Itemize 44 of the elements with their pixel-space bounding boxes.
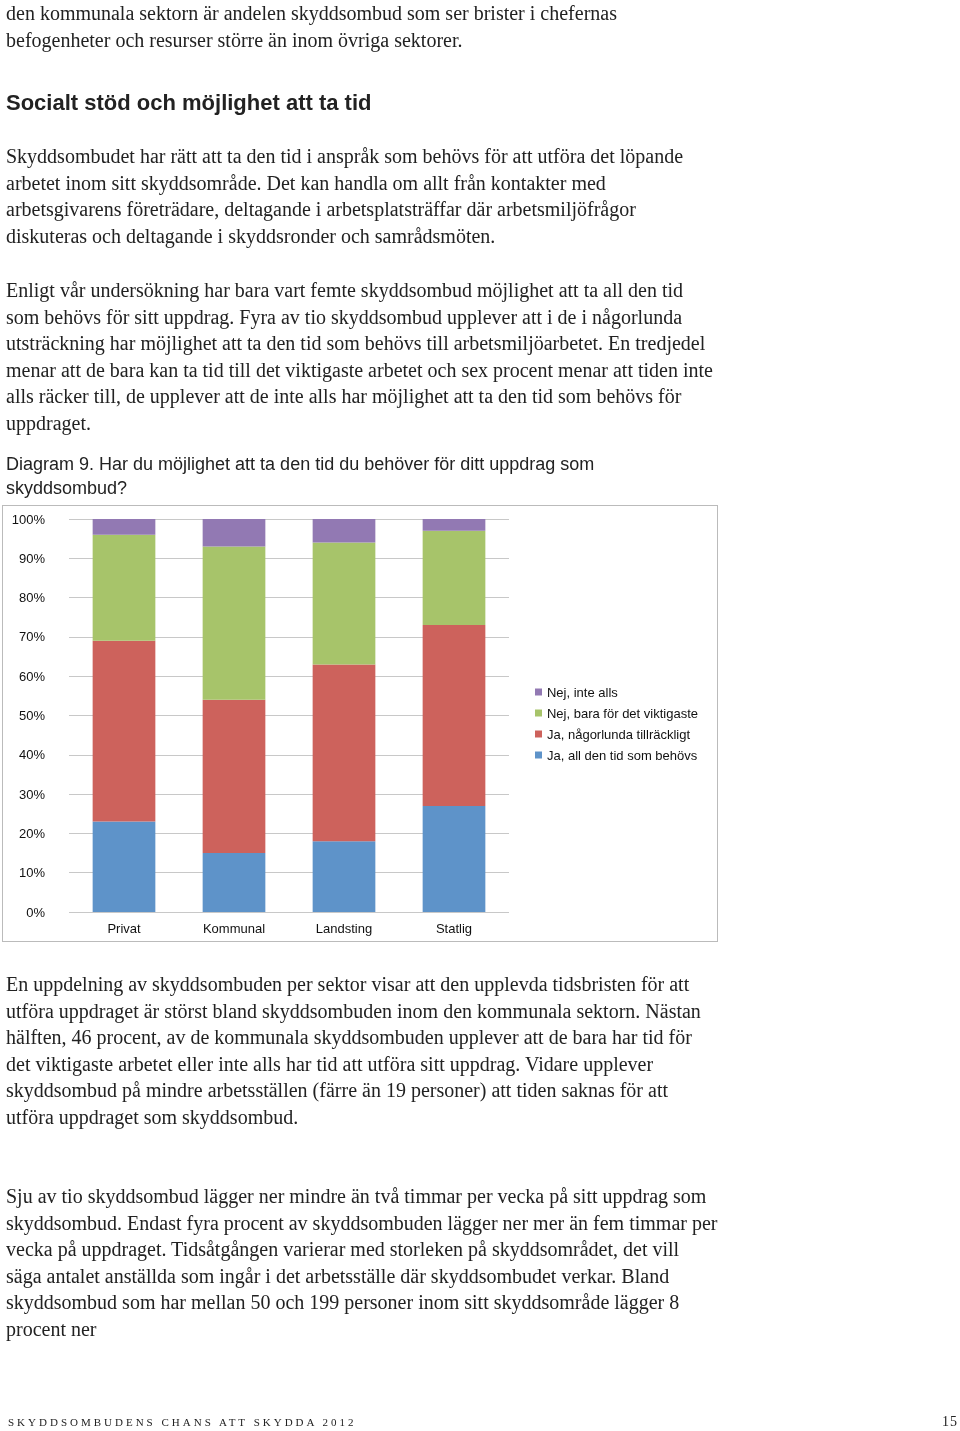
text: En uppdelning av skyddsombuden per sektor visar att den upplevda tidsbristen för att utföra uppdraget är störst bland skyddsombuden inom den kommunala sektorn. Nästan hälften, 46 procent, av de kommunala skyddsombuden upplever att de bara har tid för det viktigaste arbetet eller inte alls har tid att utföra sitt uppdrag. Vidare upplever skyddsombud på mindre arbetsställen (färre än 19 personer) att tiden saknas för att utföra uppdraget som skyddsombud.: [6, 972, 702, 1131]
bar: [92, 640, 156, 822]
bar: [312, 542, 376, 665]
bar: [422, 625, 486, 806]
bar: [92, 821, 156, 912]
text: Socialt stöd och möjlighet att ta tid: [6, 90, 373, 117]
x-tick-label: Landsting: [315, 921, 373, 936]
text: Enligt vår undersökning har bara vart femte skyddsombud möjlighet att ta all den tid som behövs för sitt uppdrag. Fyra av tio skyddsombud upplever att i de i någorlunda utsträckning har möjlighet att ta den tid som behövs till arbetsmiljöarbetet. En tredjedel menar att de bara kan ta tid till det viktigaste arbetet och sex procent menar att tiden inte alls räcker till, de upplever att de inte alls har möjlighet att ta den tid som behövs för uppdraget.: [6, 278, 714, 437]
bar: [422, 805, 486, 912]
chart-title: Diagram 9. Har du möjlighet att ta den tid du behöver för ditt uppdrag som skyddsombud?: [6, 453, 596, 500]
text: SKYDDSOMBUDENS CHANS ATT SKYDDA 2012: [8, 1416, 357, 1428]
x-tick-label: Kommunal: [202, 921, 266, 936]
bar: [202, 853, 266, 912]
text: den kommunala sektorn är andelen skyddsombud som ser brister i chefernas befogenheter och resurser större än inom övriga sektorer.: [6, 1, 618, 54]
y-tick-label: 100%: [11, 511, 46, 527]
y-tick-label: 70%: [18, 629, 46, 645]
text: 15: [942, 1414, 958, 1430]
bar: [312, 841, 376, 912]
bar: [202, 519, 266, 547]
legend-label: Nej, inte alls: [546, 684, 619, 700]
y-tick-label: 10%: [18, 865, 46, 881]
bar: [422, 519, 486, 531]
y-tick-label: 90%: [18, 550, 46, 566]
bar: [312, 519, 376, 543]
y-tick-label: 60%: [18, 668, 46, 684]
y-tick-label: 30%: [18, 786, 46, 802]
bar: [92, 534, 156, 641]
legend-label: Ja, all den tid som behövs: [546, 747, 698, 763]
y-tick-label: 50%: [18, 708, 46, 723]
x-tick-label: Privat: [107, 921, 141, 936]
y-tick-label: 20%: [18, 825, 46, 841]
bar: [92, 519, 156, 535]
legend-label: Ja, någorlunda tillräckligt: [546, 726, 691, 742]
bar: [312, 664, 376, 842]
x-tick-label: Statlig: [435, 921, 473, 936]
bar: [202, 546, 266, 700]
y-tick-label: 0%: [26, 904, 46, 920]
text: Skyddsombudet har rätt att ta den tid i anspråk som behövs för att utföra det löpande arbetet inom sitt skyddsområde. Det kan handla om allt från kontakter med arbetsgivarens företrädare, deltagande i arbetsplatsträffar där arbetsmiljöfrågor diskuteras och deltagande i skyddsronder och samrådsmöten.: [6, 144, 685, 250]
y-tick-label: 40%: [18, 747, 46, 763]
bar: [202, 699, 266, 854]
bar: [422, 530, 486, 626]
legend-label: Nej, bara för det viktigaste: [546, 705, 699, 721]
y-tick-label: 80%: [18, 590, 46, 606]
text: Sju av tio skyddsombud lägger ner mindre än två timmar per vecka på sitt uppdrag som skyddsombud. Endast fyra procent av skyddsombuden lägger ner mer än fem timmar per vecka på uppdraget. Tidsåtgången varierar med storleken på skyddsområdet, det vill säga antalet anställda som ingår i det arbetsställe där skyddsombudet verkar. Bland skyddsombud som har mellan 50 och 199 personer inom sitt skyddsområde lägger 8 procent ner: [6, 1184, 718, 1343]
